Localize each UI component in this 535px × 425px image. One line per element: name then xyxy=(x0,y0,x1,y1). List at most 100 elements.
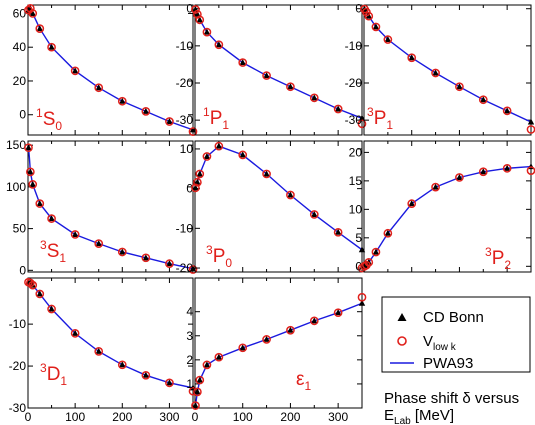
vlowk-point xyxy=(262,335,271,344)
vlowk-point xyxy=(286,190,295,200)
cd-bonn-point xyxy=(25,144,32,151)
y-tick-label: -10 xyxy=(345,39,363,53)
cd-bonn-point xyxy=(142,107,150,114)
panel-label-sub: 1 xyxy=(386,118,393,132)
cd-bonn-point xyxy=(142,254,150,261)
cd-bonn-point xyxy=(263,72,270,79)
vlowk-point xyxy=(70,329,80,338)
panel-label: 3D1 xyxy=(40,361,67,388)
y-tick-label: -20 xyxy=(345,76,363,90)
vlowk-point xyxy=(191,5,200,14)
pwa93-curve xyxy=(364,165,531,267)
x-tick-label: 100 xyxy=(65,410,85,424)
cd-bonn-point xyxy=(203,28,211,35)
cd-bonn-point xyxy=(119,97,126,104)
vlowk-point xyxy=(141,253,151,263)
panel-label-sup: 3 xyxy=(367,105,374,119)
x-tick-label: 200 xyxy=(280,410,300,424)
vlowk-point xyxy=(202,360,212,370)
panel-label-sub: 1 xyxy=(60,374,67,388)
cd-bonn-point xyxy=(480,96,487,103)
y-tick-label: 1 xyxy=(186,377,193,391)
vlowk-point xyxy=(47,214,56,223)
legend-entry-circle: Vlow k xyxy=(397,333,457,353)
vlowk-point xyxy=(26,167,35,177)
figure-caption: Phase shift δ versus ELab [MeV] xyxy=(384,390,519,425)
cd-bonn-point xyxy=(311,94,318,101)
y-tick-label: -10 xyxy=(9,317,27,331)
vlowk-point xyxy=(238,150,248,160)
cd-bonn-point xyxy=(95,240,102,247)
caption-unit: [MeV] xyxy=(411,407,454,424)
legend-triangle-icon xyxy=(397,313,407,321)
y-tick-label: 15 xyxy=(349,174,363,188)
y-tick-label: 150 xyxy=(6,138,26,152)
x-tick-label: 0 xyxy=(192,410,199,424)
y-tick-label: 50 xyxy=(13,222,27,236)
vlowk-point xyxy=(195,15,205,25)
vlowk-point xyxy=(455,173,464,182)
legend-label-main: V xyxy=(423,333,433,350)
panel-frame xyxy=(194,277,363,409)
cd-bonn-point xyxy=(263,335,270,342)
cd-bonn-point xyxy=(29,180,36,187)
cd-bonn-point xyxy=(95,84,102,91)
panel-label-sub: 2 xyxy=(504,258,511,272)
vlowk-point xyxy=(383,228,393,238)
vlowk-point xyxy=(383,35,393,44)
panel-label-sub: 1 xyxy=(304,379,311,393)
panel-label-main: S xyxy=(47,241,60,262)
vlowk-point xyxy=(407,53,417,63)
cd-bonn-point xyxy=(203,152,211,159)
panel-frame xyxy=(363,140,532,273)
cd-bonn-point xyxy=(36,290,43,297)
panel-label-sub: 1 xyxy=(222,118,229,132)
panel-5: 0 5 10 15 20 3P2 xyxy=(349,140,535,273)
cd-bonn-point xyxy=(166,379,173,386)
cd-bonn-point xyxy=(71,329,79,336)
vlowk-point xyxy=(262,169,271,179)
legend-label-sub: low k xyxy=(433,342,457,353)
cd-bonn-point xyxy=(372,23,380,30)
vlowk-point xyxy=(26,4,35,13)
cd-bonn-point xyxy=(456,83,463,90)
y-tick-label: 5 xyxy=(355,231,362,245)
vlowk-point xyxy=(188,265,198,274)
panel-frame xyxy=(363,4,532,136)
cd-bonn-point xyxy=(239,59,246,66)
vlowk-point xyxy=(238,58,248,67)
vlowk-point xyxy=(117,96,127,106)
cd-bonn-point xyxy=(196,16,203,23)
vlowk-point xyxy=(195,169,205,179)
caption-line-2: ELab [MeV] xyxy=(384,407,454,425)
vlowk-point xyxy=(364,11,374,21)
vlowk-point xyxy=(117,247,127,257)
vlowk-point xyxy=(70,66,80,76)
cd-bonn-point xyxy=(287,326,294,333)
vlowk-point xyxy=(202,152,212,161)
vlowk-point xyxy=(191,401,200,410)
panel-frame xyxy=(27,140,194,273)
cd-bonn-point xyxy=(311,210,318,217)
y-tick-label: 3 xyxy=(186,329,193,343)
vlowk-point xyxy=(502,163,512,173)
panel-label: 3P1 xyxy=(367,105,393,132)
panel-label-sup: 1 xyxy=(203,105,210,119)
vlowk-point xyxy=(286,325,295,335)
y-tick-label: -30 xyxy=(345,113,363,127)
vlowk-point xyxy=(70,230,80,239)
vlowk-point xyxy=(94,347,104,356)
vlowk-point xyxy=(47,42,56,52)
panel-label-sub: 0 xyxy=(225,256,232,270)
y-tick-label: 0 xyxy=(355,259,362,273)
panel-label-sup: 1 xyxy=(36,106,43,120)
vlowk-point xyxy=(193,387,202,397)
panel-label-main: P xyxy=(213,246,226,267)
y-tick-label: 20 xyxy=(13,74,27,88)
legend-label: Vlow k xyxy=(423,333,457,353)
y-tick-label: 0 xyxy=(186,182,193,196)
